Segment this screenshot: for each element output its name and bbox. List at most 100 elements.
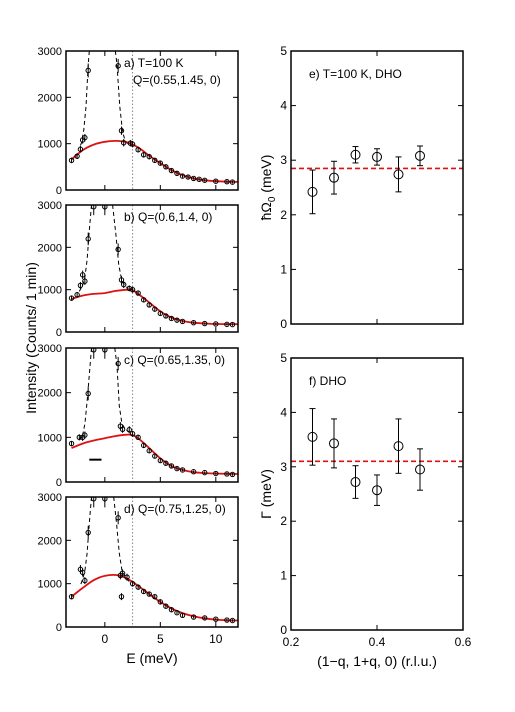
data-point-d xyxy=(82,577,88,584)
y-tick-label-f: 2 xyxy=(280,514,287,528)
x-axis-label-d: E (meV) xyxy=(126,650,177,666)
panel-annotation-f: f) DHO xyxy=(309,374,346,388)
data-point-b xyxy=(146,302,152,308)
data-point-a xyxy=(115,63,121,69)
data-point-f xyxy=(350,477,361,488)
data-point-d xyxy=(179,612,186,618)
data-point-c xyxy=(146,448,152,454)
data-point-a xyxy=(190,175,197,182)
data-point-b xyxy=(229,321,236,328)
data-point-b xyxy=(91,205,97,210)
data-point-c xyxy=(135,434,141,441)
panel-d: 0 5 10 0 1000 2000 3000 d) Q=(0.75,1.25, 0) E (m… xyxy=(38,492,239,666)
y-axis-label-main-f: Γ (meV) xyxy=(258,469,274,519)
data-point-d xyxy=(129,580,136,587)
data-point-a xyxy=(168,167,175,174)
data-point-f xyxy=(329,438,339,449)
data-point-c xyxy=(129,431,136,437)
data-point-d xyxy=(68,593,75,600)
data-point-c xyxy=(85,390,91,397)
panel-b: 0 1000 2000 3000 b) Q=(0.6,1.4, 0) xyxy=(38,200,239,339)
data-point-b xyxy=(152,306,158,312)
data-point-a xyxy=(135,146,141,153)
data-point-d xyxy=(190,614,197,620)
peak-guide-left-c xyxy=(78,348,92,440)
data-point-c xyxy=(202,469,208,476)
data-point-a xyxy=(146,153,152,160)
data-point-a xyxy=(179,173,186,179)
panel-annotation-line2-a: Q=(0.55,1.45, 0) xyxy=(133,73,221,87)
data-point-d xyxy=(91,497,97,502)
data-point-d xyxy=(157,599,164,605)
data-point-c xyxy=(140,442,147,449)
data-point-d xyxy=(140,588,147,595)
data-point-b xyxy=(77,282,84,289)
data-point-e xyxy=(350,149,361,160)
data-point-b xyxy=(115,246,121,253)
data-point-d xyxy=(124,574,130,580)
y-tick-label-d: 2000 xyxy=(38,535,62,547)
data-point-b xyxy=(74,292,80,298)
panel-f: 0.2 0.4 0.6 0 1 2 3 4 5 f) DHO (1−q, 1+q, 0) (r.l.… xyxy=(258,351,472,669)
y-tick-label-e: 0 xyxy=(280,317,287,331)
peak-guide-right-c xyxy=(114,348,130,433)
data-point-f xyxy=(372,485,382,496)
data-point-c xyxy=(163,460,169,466)
x-tick-label-f: 0.2 xyxy=(283,635,300,649)
data-point-d xyxy=(146,591,152,597)
data-point-c xyxy=(174,465,180,472)
data-point-b xyxy=(118,277,125,283)
peak-guide-left-d xyxy=(79,497,92,586)
data-point-a xyxy=(68,157,75,164)
axes-frame-a xyxy=(65,50,239,191)
data-point-d xyxy=(79,569,86,576)
y-tick-label-e: 5 xyxy=(280,44,287,58)
y-tick-label-a: 1000 xyxy=(38,139,62,151)
panel-plot-area-b xyxy=(68,205,238,332)
panel-annotation-d: d) Q=(0.75,1.25, 0) xyxy=(124,502,226,516)
data-point-b xyxy=(213,321,219,327)
y-tick-label-b: 1000 xyxy=(38,285,62,297)
peak-guide-right-b xyxy=(112,205,129,289)
data-point-a xyxy=(174,170,180,177)
data-point-b xyxy=(224,321,230,328)
y-tick-label-d: 1000 xyxy=(38,579,62,591)
data-point-c xyxy=(115,360,121,367)
data-point-c xyxy=(179,467,186,473)
data-point-a xyxy=(163,164,169,170)
data-point-c xyxy=(157,457,164,464)
data-point-a xyxy=(196,176,202,183)
panel-annotation-c: c) Q=(0.65,1.35, 0) xyxy=(124,353,225,367)
y-tick-label-e: 3 xyxy=(280,153,287,167)
data-point-c xyxy=(68,440,75,447)
data-point-c xyxy=(76,434,83,441)
data-point-b xyxy=(157,310,164,317)
data-point-a xyxy=(152,157,158,164)
y-tick-label-b: 3000 xyxy=(38,200,62,212)
y-tick-label-c: 3000 xyxy=(38,343,62,355)
x-tick-label-d: 0 xyxy=(101,632,108,646)
data-point-a xyxy=(113,35,117,39)
data-point-a xyxy=(185,174,191,180)
y-axis-label-e: ħΩ0 (meV) xyxy=(258,155,278,221)
peak-guide-left-b xyxy=(78,205,92,292)
data-point-c xyxy=(152,453,158,459)
y-tick-label-c: 0 xyxy=(56,477,62,489)
y-axis-label-sub-e: 0 xyxy=(267,196,278,202)
data-point-b xyxy=(121,281,127,288)
data-point-c xyxy=(168,463,175,469)
data-point-b xyxy=(163,313,169,319)
y-tick-label-c: 2000 xyxy=(38,388,62,400)
data-point-d xyxy=(174,610,180,616)
data-point-b xyxy=(202,320,208,327)
data-point-a xyxy=(92,35,96,39)
data-point-d xyxy=(135,584,141,590)
data-point-f xyxy=(393,441,404,452)
data-point-b xyxy=(179,318,186,325)
y-tick-label-a: 3000 xyxy=(38,46,62,58)
y-tick-label-d: 0 xyxy=(56,622,62,634)
data-point-b xyxy=(129,286,136,293)
data-point-b xyxy=(79,272,86,278)
